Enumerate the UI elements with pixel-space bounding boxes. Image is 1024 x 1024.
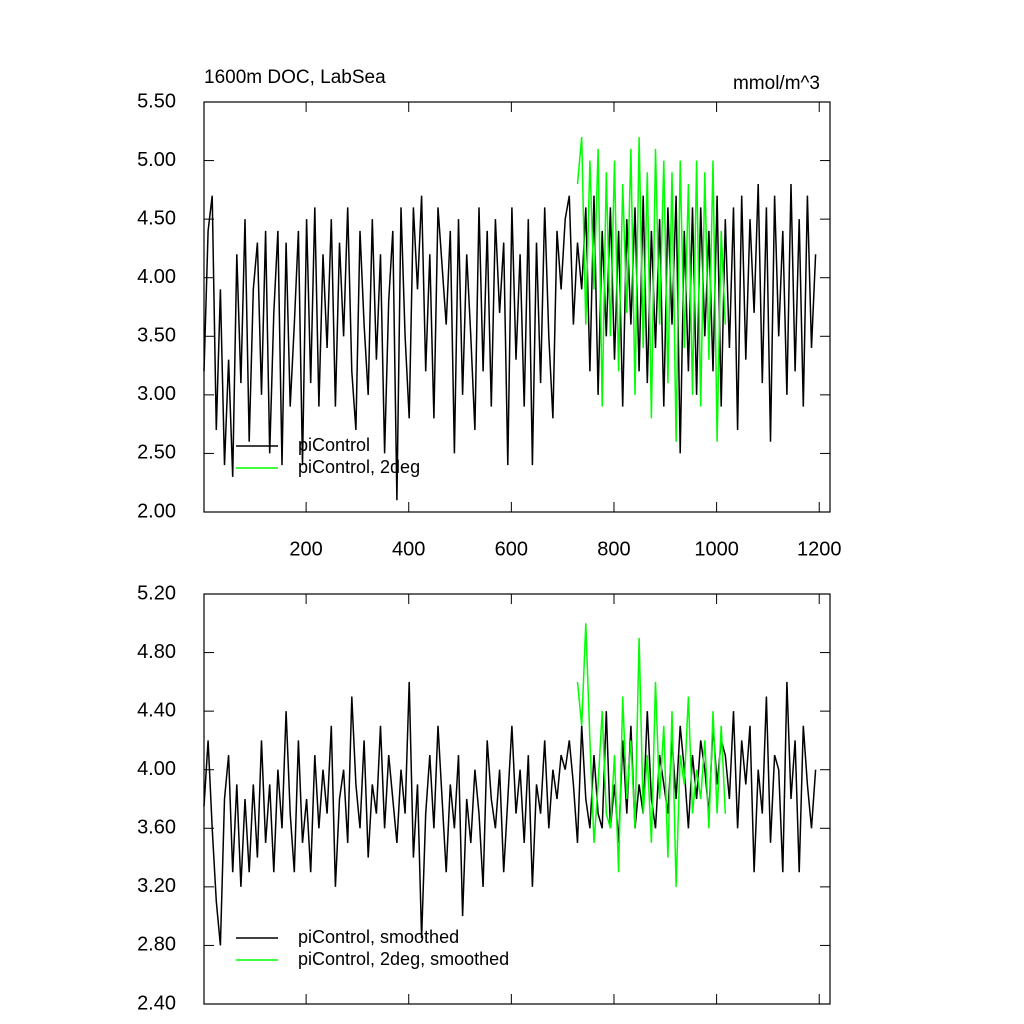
y-tick-label: 2.40 <box>137 992 176 1014</box>
series-line <box>576 137 727 442</box>
plot-frame <box>203 101 831 513</box>
series-line <box>576 623 727 887</box>
y-tick-label: 3.00 <box>137 383 176 405</box>
x-tick-label: 800 <box>597 538 630 560</box>
legend-label: piControl, 2deg <box>298 457 420 477</box>
y-tick-label: 5.20 <box>137 582 176 604</box>
y-tick-label: 4.00 <box>137 758 176 780</box>
y-tick-label: 2.80 <box>137 934 176 956</box>
y-tick-label: 5.00 <box>137 149 176 171</box>
x-tick-label: 1000 <box>694 538 739 560</box>
y-tick-label: 4.80 <box>137 641 176 663</box>
y-tick-label: 4.00 <box>137 266 176 288</box>
x-tick-label: 600 <box>495 538 528 560</box>
y-tick-label: 3.60 <box>137 817 176 839</box>
legend-label: piControl, 2deg, smoothed <box>298 949 509 969</box>
x-tick-label: 1200 <box>797 538 842 560</box>
series-line <box>203 183 817 501</box>
y-tick-label: 4.50 <box>137 207 176 229</box>
chart-title: 1600m DOC, LabSea <box>204 67 386 88</box>
y-tick-label: 3.50 <box>137 325 176 347</box>
y-tick-label: 2.00 <box>137 500 176 522</box>
x-tick-label: 400 <box>392 538 425 560</box>
legend-label: piControl <box>298 435 370 455</box>
series-line <box>203 681 817 946</box>
y-tick-label: 2.50 <box>137 442 176 464</box>
y-tick-label: 4.40 <box>137 699 176 721</box>
x-tick-label: 200 <box>289 538 322 560</box>
legend-label: piControl, smoothed <box>298 927 459 947</box>
units-label: mmol/m^3 <box>733 73 820 94</box>
y-tick-label: 5.50 <box>137 90 176 112</box>
y-tick-label: 3.20 <box>137 875 176 897</box>
